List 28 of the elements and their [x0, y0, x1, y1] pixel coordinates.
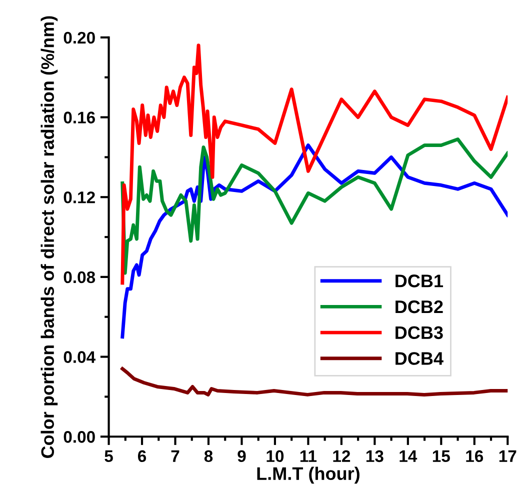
line-series: [120, 137, 508, 275]
x-tick-label: 14: [400, 450, 418, 462]
x-tick-label: 16: [466, 450, 484, 462]
y-tick-label: 0.16: [64, 112, 95, 124]
x-tick-label: 7: [171, 450, 180, 462]
x-tick-label: 11: [300, 450, 317, 462]
x-tick-label: 17: [499, 450, 516, 462]
x-tick-label: 6: [138, 450, 146, 462]
y-tick-label: 0.12: [64, 192, 95, 204]
line-series: [120, 367, 508, 396]
y-tick-label: 0.04: [64, 351, 96, 363]
y-tick-label: 0.08: [64, 271, 96, 284]
y-tick-label: 0.00: [64, 431, 95, 443]
y-tick-label: 0.20: [64, 32, 95, 44]
x-tick-label: 15: [432, 450, 450, 462]
legend-label: DCB1: [396, 274, 444, 288]
legend-label: DCB3: [396, 326, 443, 340]
legend-label: DCB4: [396, 352, 444, 365]
x-tick-label: 12: [333, 450, 350, 462]
x-tick-label: 9: [238, 450, 246, 462]
x-tick-label: 5: [104, 450, 113, 462]
x-tick-label: 13: [366, 450, 384, 462]
legend-label: DCB2: [396, 300, 443, 314]
line-series: [120, 143, 508, 339]
x-axis-title: L.M.T (hour): [257, 466, 360, 484]
x-tick-label: 10: [266, 450, 284, 462]
x-tick-label: 8: [204, 450, 213, 462]
y-axis-title: Color portion bands of direct solar radiation (%/nm): [40, 16, 58, 458]
